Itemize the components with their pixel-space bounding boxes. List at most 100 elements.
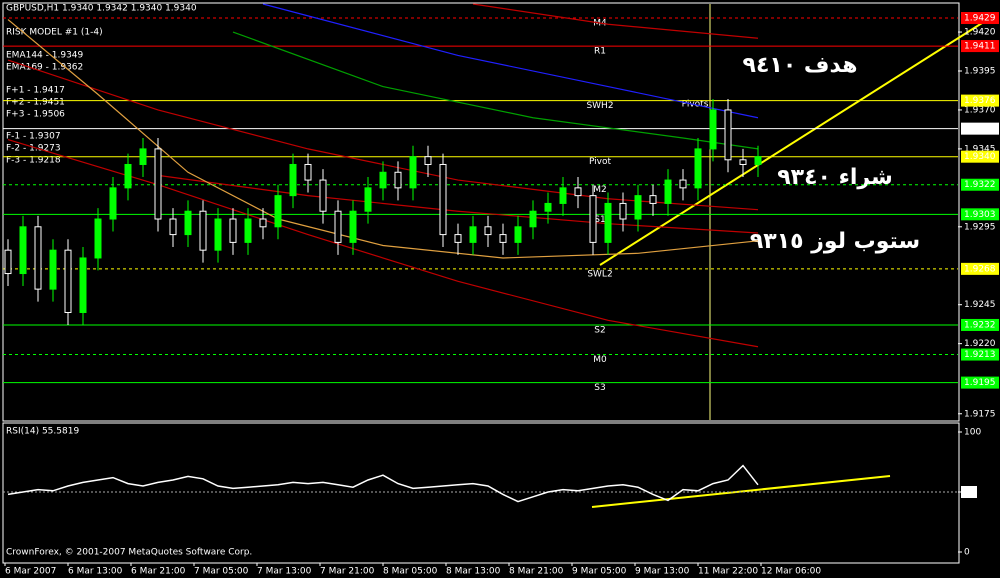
level-box [961, 318, 999, 331]
candle-body [739, 159, 747, 165]
candle-body [514, 226, 522, 243]
candle-body [184, 210, 192, 236]
level-box [961, 376, 999, 389]
x-tick-label: 8 Mar 21:00 [509, 567, 564, 577]
indicator-line [262, 3, 759, 119]
y-tick-label: 1.9420 [964, 28, 996, 38]
candle-body [199, 210, 207, 251]
candle-body [349, 210, 357, 243]
level-box [961, 94, 999, 107]
level-label: S3 [594, 383, 605, 393]
info-line: F+2 - 1.9451 [6, 98, 65, 108]
info-line: RISK MODEL #1 (1-4) [6, 28, 103, 38]
candle-body [304, 163, 312, 181]
x-tick-label: 9 Mar 13:00 [635, 567, 690, 577]
candle-body [574, 187, 582, 197]
level-price: 1.9195 [964, 378, 996, 388]
candle-body [364, 187, 372, 212]
x-tick-label: 6 Mar 13:00 [68, 567, 123, 577]
level-price: 1.9411 [964, 42, 996, 52]
candle-body [64, 249, 72, 313]
chart-title: GBPUSD,H1 1.9340 1.9342 1.9340 1.9340 [6, 4, 197, 14]
candle-body [454, 234, 462, 243]
candle-body [109, 187, 117, 220]
x-tick-label: 8 Mar 13:00 [446, 567, 501, 577]
candle-body [679, 179, 687, 189]
candle-body [634, 195, 642, 220]
level-box [961, 12, 999, 25]
y-tick-label: 1.9295 [964, 222, 996, 232]
candle-body [319, 179, 327, 212]
main-frame [2, 2, 960, 422]
level-price: 1.9322 [964, 180, 996, 190]
info-line: F-1 - 1.9307 [6, 132, 61, 142]
candle-body [664, 179, 672, 204]
candle-body [379, 171, 387, 189]
rsi-tick-label: 100 [964, 428, 981, 438]
indicator-line [7, 138, 759, 348]
trend-line [599, 17, 991, 266]
candle-body [469, 226, 477, 243]
candle-body [289, 163, 297, 197]
level-price: 1.9376 [964, 96, 996, 106]
candle-body [19, 226, 27, 275]
level-label: SWH2 [586, 101, 613, 111]
y-tick-label: 1.9370 [964, 105, 996, 115]
y-tick-label: 1.9345 [964, 144, 996, 154]
candle-body [439, 163, 447, 236]
level-price: 1.9232 [964, 320, 996, 330]
y-tick-label: 1.9220 [964, 339, 996, 349]
x-tick-label: 6 Mar 21:00 [131, 567, 186, 577]
level-box [961, 348, 999, 361]
candle-body [79, 257, 87, 313]
candle-body [409, 156, 417, 189]
level-label: R1 [594, 47, 606, 57]
level-box [961, 122, 999, 135]
candle-body [619, 202, 627, 220]
candle-body [154, 148, 162, 220]
candle-body [139, 148, 147, 165]
candle-body [229, 218, 237, 243]
candle-body [484, 226, 492, 236]
y-tick-label: 1.9245 [964, 300, 996, 310]
candle-body [544, 202, 552, 212]
info-line: F+1 - 1.9417 [6, 86, 65, 96]
info-line: F-3 - 1.9218 [6, 156, 61, 166]
level-label: Pivot [589, 157, 612, 167]
candle-body [124, 163, 132, 189]
annotation: ستوب لوز ٩٣١٥ [750, 229, 920, 254]
rsi-level-box [961, 486, 977, 498]
level-label: S2 [594, 325, 605, 335]
y-tick-label: 1.9395 [964, 66, 996, 76]
indicator-line [7, 19, 759, 259]
level-label: S1 [594, 215, 605, 225]
level-box [961, 150, 999, 163]
x-tick-label: 11 Mar 22:00 [698, 567, 758, 577]
candle-body [214, 218, 222, 251]
rsi-title: RSI(14) 55.5819 [6, 427, 79, 437]
info-line: F-2 - 1.9273 [6, 144, 61, 154]
candle-body [709, 109, 717, 150]
candle-body [694, 148, 702, 189]
level-price: 1.9429 [964, 14, 996, 24]
candle-body [34, 226, 42, 290]
rsi-tick-label: 0 [964, 548, 970, 558]
indicator-line [157, 174, 759, 234]
candle-body [604, 202, 612, 243]
rsi-line [7, 464, 759, 503]
candle-body [259, 218, 267, 228]
indicator-line [472, 3, 759, 39]
candle-body [424, 156, 432, 165]
x-tick-label: 7 Mar 21:00 [320, 567, 375, 577]
level-box [961, 208, 999, 221]
candle-body [49, 249, 57, 290]
candle-body [334, 210, 342, 243]
candle-body [754, 156, 762, 165]
y-tick-label: 1.9175 [964, 409, 996, 419]
rsi-frame [2, 422, 960, 564]
copyright: CrownForex, © 2001-2007 MetaQuotes Softw… [6, 548, 252, 558]
x-tick-label: 8 Mar 05:00 [383, 567, 438, 577]
candle-body [724, 109, 732, 161]
